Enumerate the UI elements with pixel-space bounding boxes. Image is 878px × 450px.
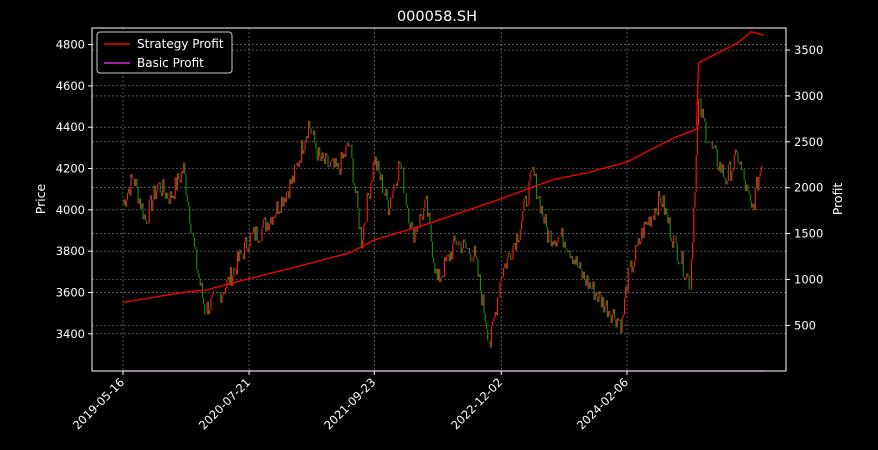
y-tick-label: 3400 xyxy=(56,327,85,341)
y2-tick-label: 1500 xyxy=(794,227,823,241)
y-tick-label: 3600 xyxy=(56,285,85,299)
y2-axis-title: Profit xyxy=(830,183,845,216)
y-axis-right: 500 1000 1500 2000 2500 3000 3500 xyxy=(786,43,823,332)
price-series xyxy=(122,98,764,348)
y-tick-label: 3800 xyxy=(56,244,85,258)
grid xyxy=(92,28,786,371)
y-axis-left: 3400 3600 3800 4000 4200 4400 4600 4800 xyxy=(56,38,92,341)
legend-box xyxy=(96,31,233,74)
y2-tick-label: 1000 xyxy=(794,272,823,286)
legend: Strategy Profit Basic Profit xyxy=(96,31,233,74)
y2-tick-label: 2500 xyxy=(794,135,823,149)
y2-tick-label: 3500 xyxy=(794,43,823,57)
plot-frame xyxy=(91,27,787,372)
legend-label-strategy-profit: Strategy Profit xyxy=(137,37,224,51)
y-tick-label: 4200 xyxy=(56,162,85,176)
y-tick-label: 4600 xyxy=(56,79,85,93)
y-axis-title: Price xyxy=(33,183,48,214)
legend-label-basic-profit: Basic Profit xyxy=(137,56,204,70)
y-tick-label: 4400 xyxy=(56,120,85,134)
chart-title: 000058.SH xyxy=(397,9,477,25)
y2-tick-label: 3000 xyxy=(794,89,823,103)
y2-tick-label: 500 xyxy=(794,318,816,332)
strategy-profit-line xyxy=(122,30,765,304)
y2-tick-label: 2000 xyxy=(794,181,823,195)
y-tick-label: 4000 xyxy=(56,203,85,217)
y-tick-label: 4800 xyxy=(56,38,85,52)
